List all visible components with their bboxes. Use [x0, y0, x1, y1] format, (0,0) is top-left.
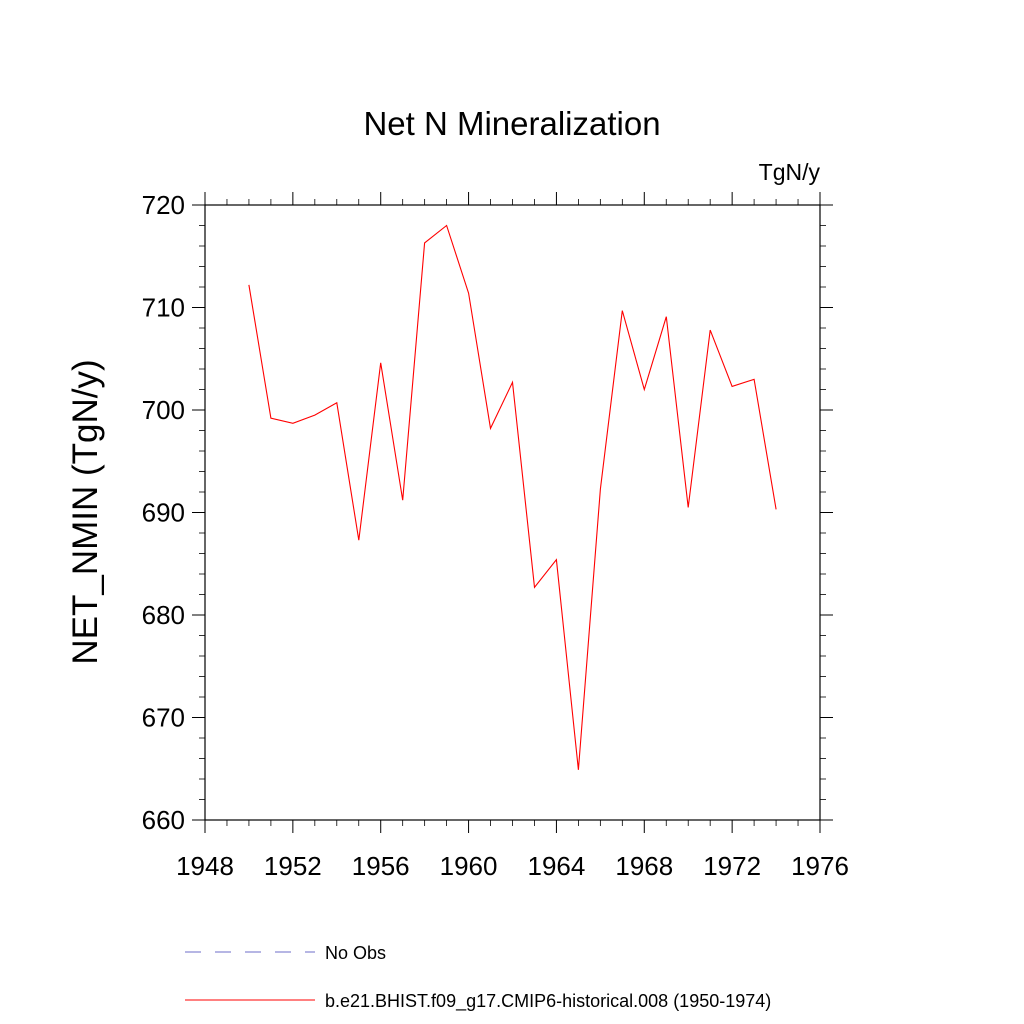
x-tick-label: 1968	[615, 851, 673, 881]
y-tick-label: 710	[142, 293, 185, 323]
y-tick-label: 720	[142, 190, 185, 220]
series-layer	[248, 224, 777, 770]
y-tick-label: 660	[142, 805, 185, 835]
series-line	[248, 224, 777, 770]
x-tick-label: 1976	[791, 851, 849, 881]
x-tick-label: 1964	[528, 851, 586, 881]
chart-title: Net N Mineralization	[363, 105, 660, 142]
y-tick-label: 700	[142, 395, 185, 425]
plot-frame	[204, 204, 821, 821]
axes: 1948 1952 1956 1960 1964 1968 1972 1976 660 670 68…	[142, 190, 849, 881]
x-tick-label: 1956	[352, 851, 410, 881]
y-tick-label: 690	[142, 498, 185, 528]
x-tick-label: 1972	[703, 851, 761, 881]
y-axis-label: NET_NMIN (TgN/y)	[66, 359, 105, 664]
x-tick-label: 1948	[176, 851, 234, 881]
y-tick-label: 680	[142, 600, 185, 630]
legend-label: No Obs	[325, 943, 386, 963]
legend: No Obs b.e21.BHIST.f09_g17.CMIP6-historic…	[185, 943, 771, 1012]
x-tick-label: 1952	[264, 851, 322, 881]
y-tick-label: 670	[142, 703, 185, 733]
legend-label: b.e21.BHIST.f09_g17.CMIP6-historical.008…	[325, 991, 771, 1012]
x-tick-label: 1960	[440, 851, 498, 881]
units-label: TgN/y	[759, 159, 821, 185]
